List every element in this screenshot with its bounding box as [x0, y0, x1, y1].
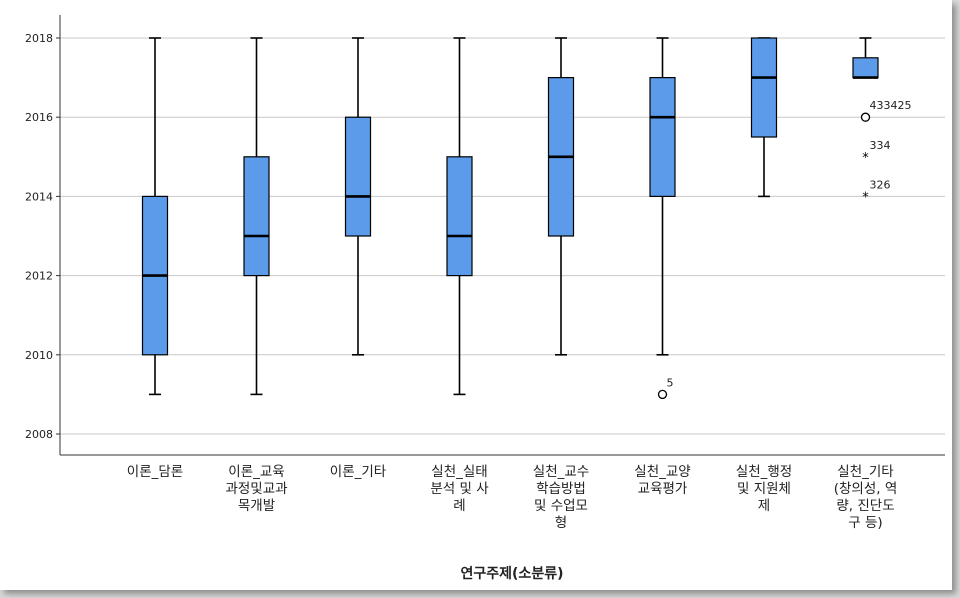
y-axis: 2008 2010 2012 2014 2016 2018: [25, 15, 945, 456]
outlier-label: 433425: [870, 99, 912, 112]
box-group: 433425*334*326: [852, 37, 912, 205]
box-group: [446, 37, 473, 396]
outlier-label: 326: [870, 178, 891, 191]
x-category-label: 실천_기타: [837, 464, 894, 480]
y-tick-label: 2008: [25, 428, 53, 441]
y-tick-label: 2014: [25, 190, 53, 203]
y-tick-label: 2016: [25, 111, 53, 124]
x-category-label: 목개발: [238, 498, 275, 514]
x-category-label: 과정및교과: [225, 481, 287, 497]
x-category-label: 학습방법: [536, 481, 586, 497]
y-tick-label: 2018: [25, 32, 53, 45]
x-category-label: 실천_행정: [736, 464, 792, 480]
x-category-label: 교육평가: [638, 481, 688, 497]
x-category-label: 실천_실태: [431, 464, 487, 480]
x-category-label: 형: [555, 515, 567, 531]
x-category-label: 례: [453, 498, 465, 514]
x-category-label: 구 등): [848, 515, 882, 531]
outlier-circle: [657, 389, 668, 400]
iqr-box: [243, 156, 270, 277]
x-category-label: 및 수업모: [534, 498, 588, 514]
x-category-label: 제: [758, 498, 770, 514]
iqr-box: [446, 156, 473, 277]
outlier-circle: [860, 112, 871, 122]
x-category-label: 및 지원체: [737, 481, 791, 497]
box-group: [344, 37, 372, 356]
box-group: [141, 37, 169, 396]
x-category-label: (창의성, 역: [834, 481, 898, 497]
x-category-label: 실천_교수: [533, 464, 589, 480]
outlier-label: 334: [870, 139, 891, 152]
outlier-label: 5: [667, 376, 674, 389]
grid-lines: [60, 37, 945, 435]
x-category-label: 이론_기타: [330, 464, 387, 480]
outlier-star: *: [862, 190, 869, 205]
x-category-label: 이론_교육: [228, 464, 284, 480]
x-category-label: 량, 진단도: [836, 498, 894, 514]
box-group: 5: [649, 37, 676, 400]
chart-frame: 2008 2010 2012 2014 2016 2018 5 433425 * 334 * 326…: [0, 0, 952, 590]
y-tick-label: 2012: [25, 270, 53, 283]
y-tick-label: 2010: [25, 349, 53, 362]
iqr-box: [852, 57, 879, 79]
iqr-box: [750, 37, 778, 138]
outlier-star: *: [862, 151, 869, 166]
box-group: [547, 37, 575, 356]
x-category-label: 실천_교양: [634, 464, 690, 480]
x-axis-title: 연구주제(소분류): [461, 566, 564, 582]
iqr-box: [649, 76, 676, 198]
iqr-box: [344, 116, 372, 237]
x-category-label: 이론_담론: [127, 464, 183, 480]
box-group: [750, 37, 778, 198]
x-category-label: 분석 및 사: [430, 481, 489, 497]
box-group: [243, 37, 270, 396]
